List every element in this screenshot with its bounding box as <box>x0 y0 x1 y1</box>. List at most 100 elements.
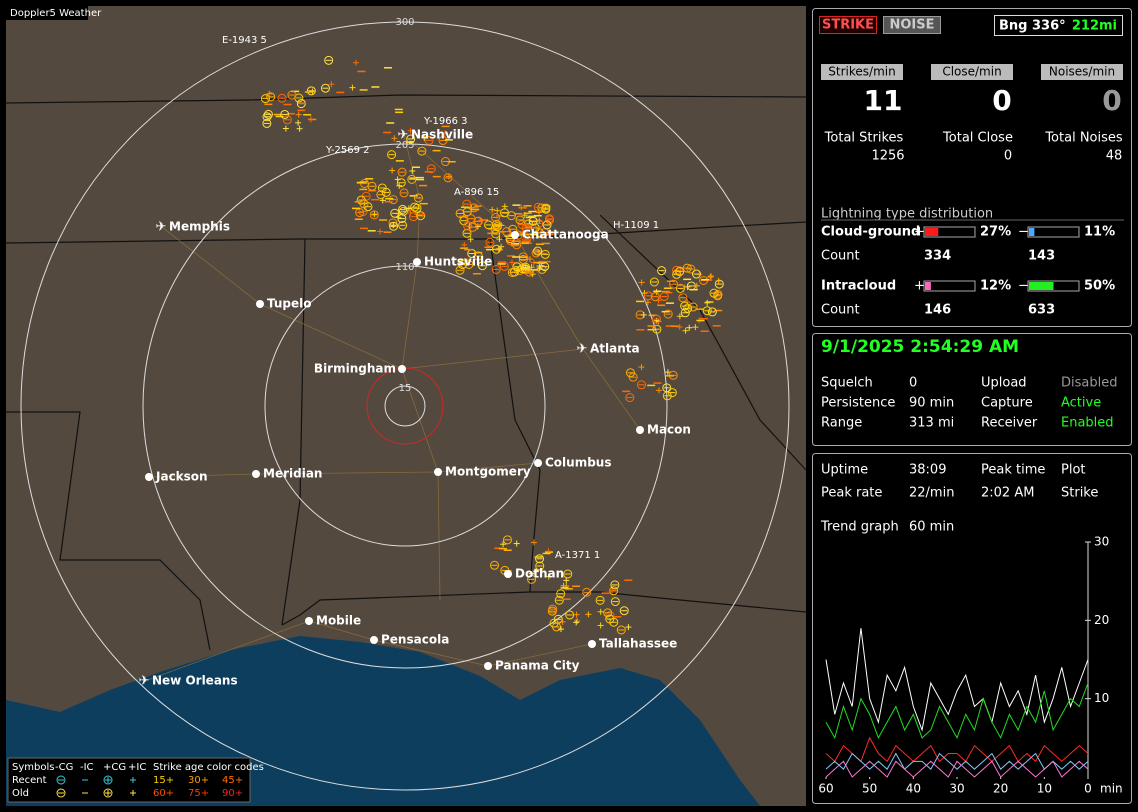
strike-symbol <box>540 262 550 272</box>
x-tick-label: 40 <box>906 782 921 796</box>
strike-symbol <box>490 224 500 234</box>
rate-header: Noises/min <box>1049 65 1115 79</box>
bearing-box <box>994 15 1123 36</box>
city-label: Memphis <box>169 220 230 234</box>
airport-icon: ✈ <box>156 220 167 235</box>
distance: 212mi <box>1072 19 1117 34</box>
strike-symbol <box>502 227 512 237</box>
strike-symbol <box>412 203 422 213</box>
strike-symbol <box>491 264 501 274</box>
setting-text: Receiver <box>981 416 1038 431</box>
strike-symbol <box>396 178 406 188</box>
strike-symbol <box>672 269 682 279</box>
strike-symbol <box>280 109 290 119</box>
trend-label: Trend graph <box>820 520 899 535</box>
bar-fill <box>1029 228 1035 236</box>
city-dot <box>305 617 313 625</box>
strike-symbol <box>484 220 494 230</box>
noise-button[interactable] <box>883 16 941 34</box>
setting-text: 90 min <box>909 396 954 411</box>
strike-symbol <box>535 554 545 564</box>
strike-symbol <box>678 293 688 303</box>
strike-symbol <box>413 193 423 203</box>
legend-age: 90+ <box>222 788 243 799</box>
setting-text: 313 mi <box>909 416 954 431</box>
airport-icon: ✈ <box>577 342 588 357</box>
count-label: Count <box>821 249 860 264</box>
city-dot <box>252 470 260 478</box>
strike-symbol <box>506 211 516 221</box>
strike-symbol <box>398 220 408 230</box>
setting-text: Disabled <box>1061 376 1117 391</box>
strike-symbol <box>659 292 669 302</box>
city-label: Jackson <box>155 470 208 484</box>
legend-age: 15+ <box>153 775 174 786</box>
percent-label: 11% <box>1084 225 1115 240</box>
rate-header-box <box>1041 64 1123 80</box>
range-ring <box>20 21 790 791</box>
strike-symbol <box>469 203 479 213</box>
strike-symbol <box>463 221 473 231</box>
city-label: Pensacola <box>381 633 449 647</box>
strike-symbol <box>527 574 537 584</box>
strike-symbol <box>306 86 316 96</box>
storm-label: A-1371 1 <box>555 550 600 561</box>
strike-symbol <box>517 264 527 274</box>
city-dot <box>434 468 442 476</box>
strike-symbol <box>709 288 719 298</box>
strike-symbol <box>637 380 647 390</box>
strike-symbol <box>651 314 661 324</box>
strike-symbol <box>686 264 696 274</box>
strike-symbol <box>691 269 701 279</box>
legend-header: Strike age color codes <box>153 762 264 773</box>
legend-row-label: Old <box>12 788 29 799</box>
city-dot <box>145 473 153 481</box>
strike-symbol <box>610 580 620 590</box>
uptime-text: Uptime <box>821 463 868 478</box>
city-label: Birmingham <box>314 362 396 376</box>
strike-symbol <box>369 210 379 220</box>
strike-symbol <box>518 255 528 265</box>
range-ring <box>264 265 546 547</box>
city-dot <box>511 231 519 239</box>
strike-symbol <box>426 164 436 174</box>
strike-symbol <box>663 309 673 319</box>
strike-symbol <box>548 604 558 614</box>
city-dot <box>504 570 512 578</box>
trend-line <box>825 760 1089 778</box>
storm-label: A-896 15 <box>454 187 499 198</box>
legend-header: +IC <box>128 762 146 773</box>
type-label: Intracloud <box>821 279 896 294</box>
city-label: Huntsville <box>424 255 492 269</box>
legend-header: +CG <box>103 762 126 773</box>
strike-symbol <box>535 561 545 571</box>
city-dot <box>398 365 406 373</box>
total-label: Total Close <box>942 131 1013 146</box>
title-bar <box>6 6 88 20</box>
strike-symbol <box>381 187 391 197</box>
strike-symbol <box>540 249 550 259</box>
strike-symbol <box>406 134 416 144</box>
strike-symbol <box>643 291 653 301</box>
city-label: Nashville <box>411 128 473 142</box>
trend-line <box>825 736 1089 763</box>
strike-button[interactable] <box>819 16 877 34</box>
range-ring <box>142 143 668 669</box>
legend-box <box>7 757 251 803</box>
strike-symbol <box>367 181 377 191</box>
city-label: Meridian <box>263 467 322 481</box>
strike-symbol <box>266 92 276 102</box>
strike-symbol <box>625 368 635 378</box>
city-label: Montgomery <box>445 465 531 479</box>
percent-label: 12% <box>980 279 1011 294</box>
city-label: Macon <box>647 423 691 437</box>
uptime-text: Peak time <box>981 463 1045 478</box>
strike-symbol <box>491 213 501 223</box>
strike-symbol <box>534 218 544 228</box>
legend-age: 60+ <box>153 788 174 799</box>
setting-text: Squelch <box>821 376 873 391</box>
setting-text: 0 <box>909 376 917 391</box>
strike-symbol <box>443 173 453 183</box>
strike-symbol <box>462 228 472 238</box>
trend-line <box>825 682 1089 740</box>
